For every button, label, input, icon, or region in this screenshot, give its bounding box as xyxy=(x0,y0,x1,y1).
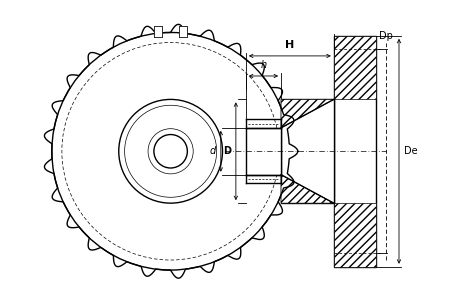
Text: d: d xyxy=(210,146,216,156)
Polygon shape xyxy=(281,99,334,203)
Polygon shape xyxy=(179,26,187,37)
Polygon shape xyxy=(334,36,376,99)
Text: D: D xyxy=(223,146,231,156)
Polygon shape xyxy=(281,175,334,203)
Polygon shape xyxy=(334,36,376,267)
Polygon shape xyxy=(154,26,162,37)
Polygon shape xyxy=(334,203,376,267)
Text: H: H xyxy=(285,40,294,50)
Text: h: h xyxy=(261,60,266,70)
Polygon shape xyxy=(246,128,281,175)
Text: De: De xyxy=(404,146,418,156)
Polygon shape xyxy=(281,99,334,128)
Text: Dp: Dp xyxy=(379,31,392,41)
